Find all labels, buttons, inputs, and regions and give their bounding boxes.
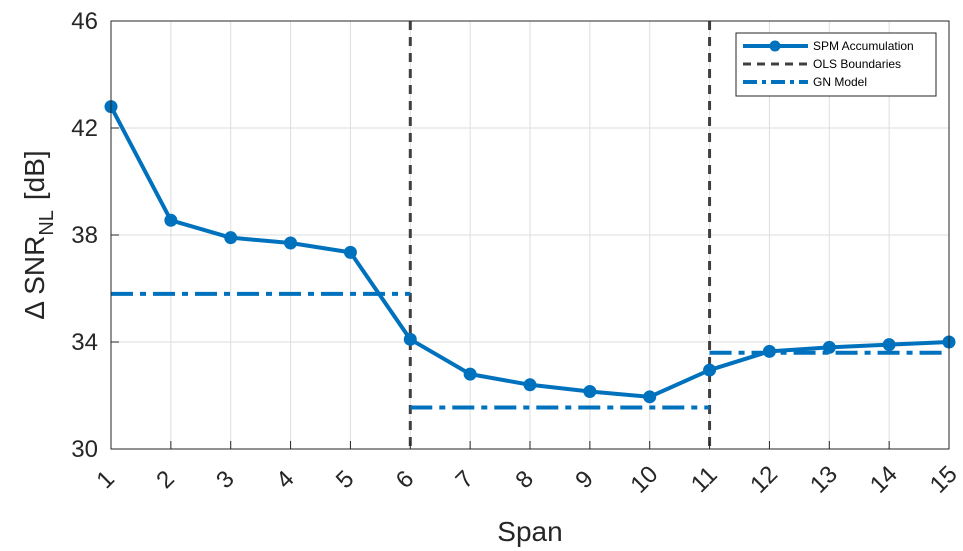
x-tick-label-7: 8 [510,465,539,494]
x-tick-label-4: 5 [331,465,360,494]
y-axis-label-prefix: Δ SNR [19,236,50,320]
x-tick-label-0: 1 [91,465,120,494]
x-axis-label: Span [497,516,562,547]
ols-boundaries [408,21,712,449]
x-tick-label-5: 6 [391,465,420,494]
x-tick-label-1: 2 [151,465,180,494]
spm-point-12 [822,340,836,354]
spm-point-4 [343,245,357,259]
y-tick-label-2: 38 [71,222,98,249]
legend-box [735,32,937,97]
y-tick-label-3: 42 [71,115,98,142]
gn-model [111,291,949,410]
legend: SPM Accumulation OLS Boundaries GN Model [735,32,937,97]
y-axis-label-unit: [dB] [19,150,50,200]
x-tick-label-2: 3 [211,465,240,494]
legend-label-spm: SPM Accumulation [813,39,914,53]
x-tick-label-14: 15 [925,461,963,499]
legend-label-gn: GN Model [813,75,867,89]
spm-point-2 [224,231,238,245]
x-tick-label-8: 9 [570,465,599,494]
y-axis-label-subscript: NL [36,210,58,236]
spm-point-7 [523,378,537,392]
y-tick-label-1: 34 [71,329,98,356]
x-tick-label-13: 14 [865,461,903,499]
spm-point-1 [164,213,178,227]
spm-point-13 [882,338,896,352]
spm-point-3 [284,236,298,250]
spm-point-6 [463,367,477,381]
x-tick-label-6: 7 [451,465,480,494]
x-axis-ticks: 1 2 3 4 5 6 7 8 9 10 11 12 13 14 15 [91,441,963,499]
spm-point-11 [762,344,776,358]
x-tick-label-9: 10 [625,461,663,499]
legend-marker-spm [769,40,781,52]
spm-point-10 [703,363,717,377]
x-tick-label-11: 12 [745,461,783,499]
y-axis-label: Δ SNRNL [dB] [19,150,58,319]
x-tick-label-12: 13 [805,461,843,499]
y-axis-ticks: 30 34 38 42 46 [71,8,119,463]
spm-point-5 [403,332,417,346]
y-tick-label-0: 30 [71,436,98,463]
x-tick-label-10: 11 [686,461,723,498]
x-tick-label-3: 4 [271,465,300,494]
y-tick-label-4: 46 [71,8,98,35]
legend-label-ols: OLS Boundaries [813,57,901,71]
spm-point-9 [643,390,657,404]
spm-point-8 [583,384,597,398]
